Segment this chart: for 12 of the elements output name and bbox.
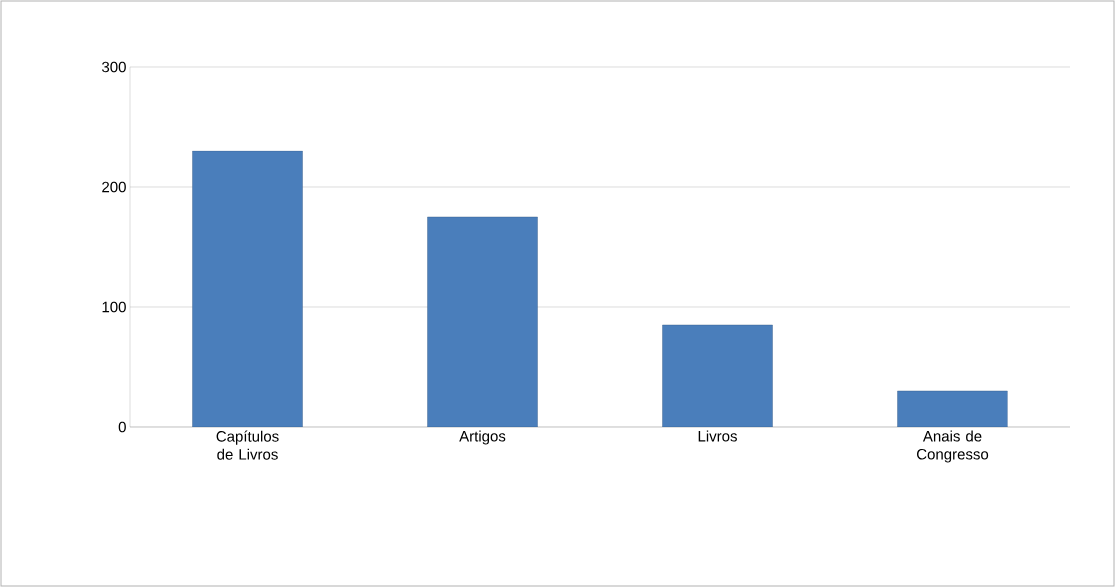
x-tick-label: Capítulos de Livros	[216, 430, 279, 460]
bar	[192, 150, 303, 427]
bar	[427, 216, 538, 427]
x-tick-label: Anais de Congresso	[917, 430, 989, 463]
x-tick-label: Livros	[698, 430, 737, 442]
y-tick-label: 100	[102, 301, 126, 313]
bar	[662, 324, 773, 427]
bar	[897, 390, 1008, 427]
y-tick-label: 0	[118, 421, 126, 433]
x-tick-label: Artigos	[459, 430, 506, 445]
y-tick-label: 300	[102, 61, 126, 73]
y-tick-label: 200	[102, 181, 126, 193]
